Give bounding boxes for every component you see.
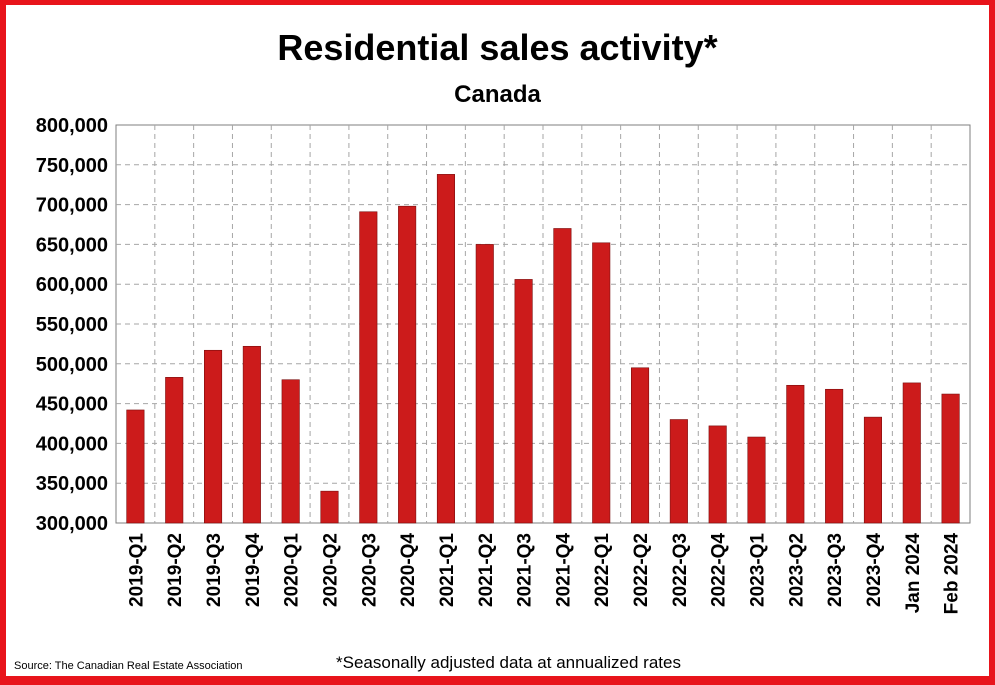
bar xyxy=(475,244,494,524)
x-tick-label: 2021-Q2 xyxy=(476,533,497,607)
x-tick-label: 2022-Q3 xyxy=(670,533,691,607)
x-tick-label: 2019-Q3 xyxy=(204,533,225,607)
bar xyxy=(126,409,145,524)
x-tick-label: 2020-Q1 xyxy=(282,533,303,607)
bar xyxy=(592,242,611,524)
bar-chart: 300,000 350,000 400,000 450,000 500,000 550,0… xyxy=(36,115,971,615)
y-tick-label: 750,000 xyxy=(36,155,108,177)
bar xyxy=(786,384,805,524)
x-tick-label: 2020-Q4 xyxy=(398,533,419,607)
x-tick-label: 2021-Q3 xyxy=(515,533,536,607)
x-tick-label: 2023-Q1 xyxy=(748,533,769,607)
bar xyxy=(863,416,882,524)
chart-panel: Residential sales activity* Canada 300,0… xyxy=(6,5,989,676)
bar xyxy=(436,174,455,524)
x-tick-label: 2019-Q2 xyxy=(165,533,186,607)
chart-title: Residential sales activity* xyxy=(277,27,718,68)
bar xyxy=(708,425,727,524)
bar xyxy=(902,382,921,524)
source-note: Source: The Canadian Real Estate Associa… xyxy=(14,660,243,672)
bar xyxy=(747,436,766,524)
y-tick-label: 500,000 xyxy=(36,354,108,376)
x-tick-label: 2023-Q2 xyxy=(786,533,807,607)
bar xyxy=(320,490,339,524)
bar xyxy=(514,279,533,524)
bar xyxy=(941,393,960,524)
chart-subtitle: Canada xyxy=(454,81,541,108)
x-tick-label: 2020-Q3 xyxy=(359,533,380,607)
x-tick-label: 2023-Q4 xyxy=(864,533,885,607)
y-tick-label: 300,000 xyxy=(36,513,108,535)
x-tick-label: Jan 2024 xyxy=(903,533,924,614)
bar xyxy=(631,367,650,524)
y-tick-label: 550,000 xyxy=(36,314,108,336)
bar xyxy=(359,211,378,524)
x-tick-label: 2021-Q1 xyxy=(437,533,458,607)
y-tick-label: 350,000 xyxy=(36,473,108,495)
bar xyxy=(281,379,300,524)
y-tick-label: 650,000 xyxy=(36,234,108,256)
x-tick-label: 2021-Q4 xyxy=(553,533,574,607)
x-tick-label: 2022-Q4 xyxy=(709,533,730,607)
bar xyxy=(825,388,844,524)
bar xyxy=(165,377,184,524)
y-tick-label: 450,000 xyxy=(36,394,108,416)
y-tick-label: 700,000 xyxy=(36,195,108,217)
bar xyxy=(553,228,572,524)
x-tick-label: 2020-Q2 xyxy=(321,533,342,607)
footnote: *Seasonally adjusted data at annualized … xyxy=(336,653,681,672)
y-tick-label: 800,000 xyxy=(36,115,108,137)
bar xyxy=(242,345,261,524)
bar xyxy=(669,419,688,524)
x-tick-label: 2019-Q4 xyxy=(243,533,264,607)
x-tick-label: 2022-Q2 xyxy=(631,533,652,607)
y-tick-label: 600,000 xyxy=(36,274,108,296)
bar xyxy=(204,349,223,524)
bar xyxy=(398,205,417,524)
y-tick-label: 400,000 xyxy=(36,433,108,455)
x-tick-label: Feb 2024 xyxy=(942,533,963,615)
x-tick-label: 2022-Q1 xyxy=(592,533,613,607)
x-tick-label: 2019-Q1 xyxy=(126,533,147,607)
x-tick-label: 2023-Q3 xyxy=(825,533,846,607)
